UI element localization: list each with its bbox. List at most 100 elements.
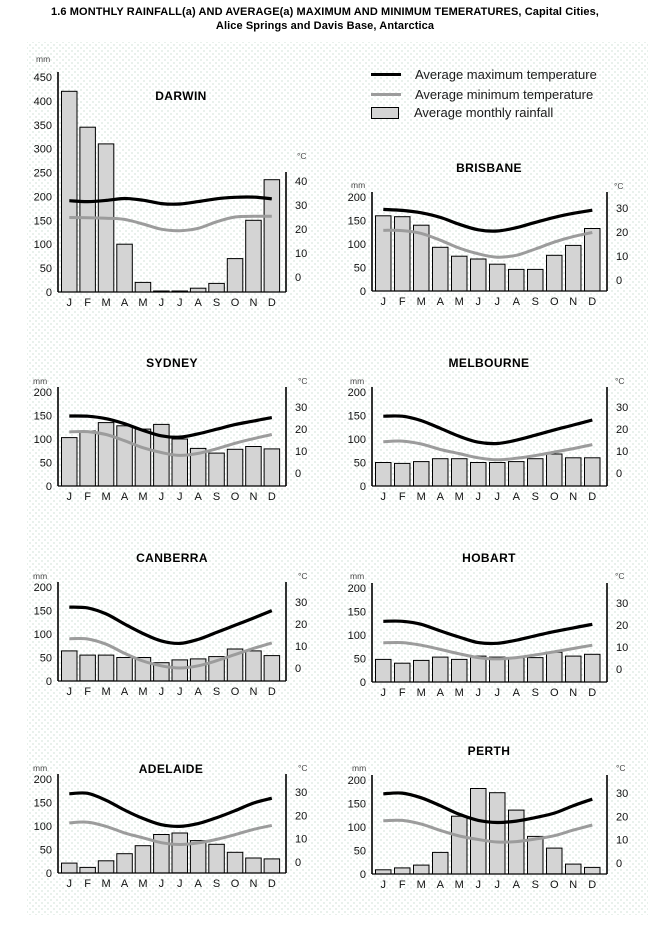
svg-text:S: S (213, 491, 220, 503)
svg-text:10: 10 (295, 248, 307, 260)
min-temp-line (69, 820, 273, 847)
svg-text:50: 50 (354, 263, 366, 275)
svg-text:50: 50 (354, 654, 366, 666)
svg-text:S: S (213, 686, 220, 698)
svg-text:30: 30 (295, 787, 307, 799)
svg-text:O: O (231, 878, 240, 890)
rain-unit-label: mm (36, 54, 50, 64)
rainfall-bars (61, 648, 281, 682)
legend-label-min-temp: Average minimum temperature (415, 86, 594, 102)
svg-text:50: 50 (354, 458, 366, 470)
svg-text:J: J (67, 297, 73, 309)
svg-text:0: 0 (295, 468, 301, 480)
svg-text:S: S (213, 297, 220, 309)
svg-text:30: 30 (616, 598, 628, 610)
temp-unit-label: °C (298, 376, 308, 386)
svg-text:J: J (495, 687, 501, 699)
svg-text:D: D (268, 686, 276, 698)
svg-text:20: 20 (616, 811, 628, 823)
svg-text:F: F (84, 491, 91, 503)
svg-text:O: O (550, 687, 559, 699)
svg-text:J: J (495, 296, 501, 308)
svg-text:M: M (101, 878, 110, 890)
svg-text:D: D (588, 687, 596, 699)
svg-text:20: 20 (616, 227, 628, 239)
svg-text:D: D (268, 297, 276, 309)
svg-text:20: 20 (295, 224, 307, 236)
svg-text:100: 100 (348, 822, 366, 834)
svg-text:0: 0 (295, 272, 301, 284)
svg-text:A: A (121, 686, 129, 698)
rainfall-bars (375, 215, 601, 292)
svg-text:0: 0 (46, 868, 52, 880)
svg-text:0: 0 (360, 286, 366, 298)
rainfall-bars (61, 422, 281, 487)
svg-text:30: 30 (616, 402, 628, 414)
max-temp-line (69, 605, 273, 646)
svg-text:150: 150 (348, 216, 366, 228)
rainfall-bars (61, 832, 281, 874)
svg-text:M: M (455, 296, 464, 308)
svg-text:J: J (476, 296, 482, 308)
svg-text:M: M (101, 297, 110, 309)
rain-unit-label: mm (351, 180, 365, 190)
figure-title: 1.6 MONTHLY RAINFALL(a) AND AVERAGE(a) M… (0, 5, 650, 33)
rainfall-bars (375, 453, 601, 487)
chart-title-adelaide: ADELAIDE (138, 762, 204, 776)
max-temp-line (383, 414, 593, 446)
svg-text:A: A (437, 879, 445, 891)
svg-text:N: N (569, 491, 577, 503)
svg-text:O: O (231, 686, 240, 698)
svg-text:S: S (532, 491, 539, 503)
svg-text:150: 150 (348, 411, 366, 423)
svg-text:N: N (249, 878, 257, 890)
svg-text:J: J (381, 687, 387, 699)
svg-text:10: 10 (295, 446, 307, 458)
figure-title-line1: 1.6 MONTHLY RAINFALL(a) AND AVERAGE(a) M… (51, 6, 599, 18)
svg-text:J: J (476, 687, 482, 699)
svg-text:20: 20 (295, 619, 307, 631)
svg-text:M: M (101, 686, 110, 698)
svg-text:N: N (569, 879, 577, 891)
svg-text:20: 20 (616, 620, 628, 632)
svg-text:F: F (84, 878, 91, 890)
rain-unit-label: mm (33, 376, 47, 386)
svg-text:M: M (101, 491, 110, 503)
svg-text:0: 0 (360, 481, 366, 493)
svg-text:0: 0 (616, 275, 622, 287)
svg-text:50: 50 (354, 846, 366, 858)
chart-title-hobart: HOBART (462, 551, 516, 565)
svg-text:F: F (84, 686, 91, 698)
svg-text:S: S (213, 878, 220, 890)
svg-text:D: D (268, 491, 276, 503)
temp-unit-label: °C (615, 376, 625, 386)
svg-text:0: 0 (360, 677, 366, 689)
chart-title-darwin: DARWIN (155, 89, 207, 103)
svg-text:M: M (455, 687, 464, 699)
svg-text:A: A (513, 687, 521, 699)
svg-text:N: N (569, 687, 577, 699)
svg-text:O: O (550, 296, 559, 308)
svg-text:A: A (121, 878, 129, 890)
rain-tick-labels: 0 50 100 150 200 (348, 583, 366, 689)
legend-item-rainfall: Average monthly rainfall (371, 104, 597, 121)
svg-text:10: 10 (616, 835, 628, 847)
min-temp-line (383, 640, 593, 661)
rain-tick-labels: 0 50 100 150 200 (34, 387, 52, 493)
svg-text:30: 30 (616, 788, 628, 800)
svg-text:J: J (495, 491, 501, 503)
svg-text:A: A (437, 687, 445, 699)
chart-title-sydney: SYDNEY (146, 356, 198, 370)
rain-unit-label: mm (33, 571, 47, 581)
svg-text:J: J (177, 491, 183, 503)
svg-text:10: 10 (616, 251, 628, 263)
